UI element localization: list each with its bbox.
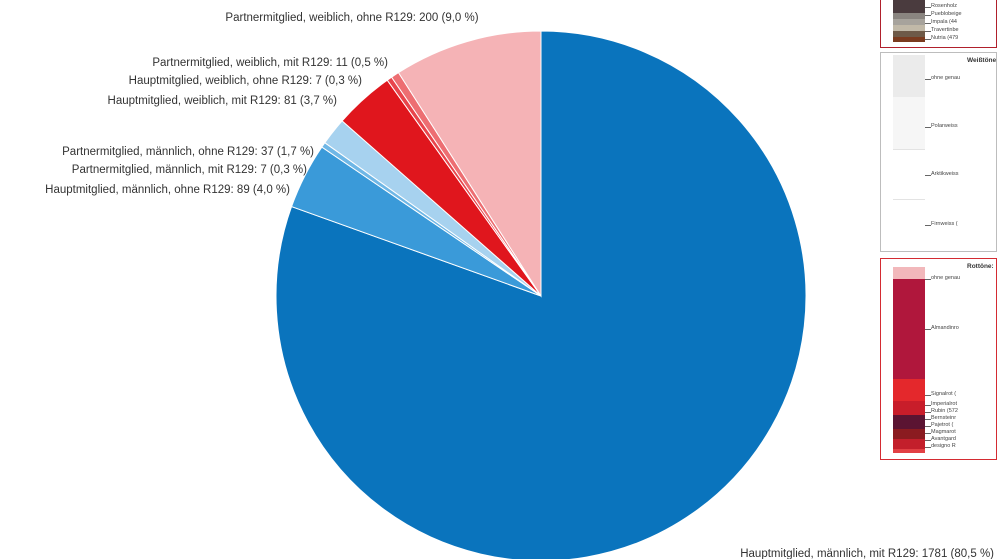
label-partner-w-ohne: Partnermitglied, weiblich, ohne R129: 20… (225, 12, 478, 24)
color-swatch (893, 429, 925, 439)
label-partner-w-mit: Partnermitglied, weiblich, mit R129: 11 … (152, 57, 388, 69)
panel-label: Pajetrot ( (931, 422, 954, 428)
leader-tick (925, 127, 931, 128)
color-swatch (893, 13, 925, 19)
color-swatch (893, 449, 925, 453)
color-swatch (893, 149, 925, 200)
panel-label: Rubin (572 (931, 408, 958, 414)
panel-label: designo R (931, 443, 956, 449)
leader-tick (925, 405, 931, 406)
color-swatch (893, 19, 925, 25)
panel-label: Nutria (479 (931, 35, 959, 41)
leader-tick (925, 15, 931, 16)
label-partner-m-ohne: Partnermitglied, männlich, ohne R129: 37… (62, 146, 314, 158)
panel-label: Impala (44 (931, 19, 957, 25)
label-haupt-w-ohne: Hauptmitglied, weiblich, ohne R129: 7 (0… (129, 75, 362, 87)
panel-label: ohne genau (931, 275, 961, 281)
leader-tick (925, 23, 931, 24)
leader-tick (925, 426, 931, 427)
color-swatch (893, 199, 925, 250)
panel-label: Arktikweiss (931, 171, 959, 177)
leader-tick (925, 329, 931, 330)
color-swatch (893, 379, 925, 401)
panel-title: Rottöne: (967, 263, 994, 270)
panel-label: Travertinbe (931, 27, 959, 33)
color-panel-reds: Rottöne: ohne genau Almandinro Signalrot… (880, 258, 997, 460)
color-swatch (893, 31, 925, 37)
color-panel-whites: Weißtöne ohne genau Polarweiss Arktikwei… (880, 52, 997, 252)
leader-tick (925, 39, 931, 40)
leader-tick (925, 279, 931, 280)
color-panel-browns: Rosenholz Pueblobeige Impala (44 Travert… (880, 0, 997, 48)
color-swatch (893, 415, 925, 429)
color-swatch (893, 37, 925, 42)
leader-tick (925, 175, 931, 176)
color-swatch (893, 401, 925, 415)
panel-label: Bernsteinr (931, 415, 957, 421)
leader-tick (925, 412, 931, 413)
panel-label: Almandinro (931, 325, 959, 331)
color-swatch (893, 97, 925, 149)
color-swatch (893, 55, 925, 97)
panel-label: Firnweiss ( (931, 221, 958, 227)
panel-label: Pueblobeige (931, 11, 962, 17)
panel-label: ohne genau (931, 75, 961, 81)
leader-tick (925, 79, 931, 80)
leader-tick (925, 433, 931, 434)
color-swatch (893, 439, 925, 449)
label-haupt-m-mit: Hauptmitglied, männlich, mit R129: 1781 … (740, 548, 994, 559)
panel-label: Polarweiss (931, 123, 958, 129)
label-haupt-m-ohne: Hauptmitglied, männlich, ohne R129: 89 (… (45, 184, 290, 196)
leader-tick (925, 419, 931, 420)
panel-title: Weißtöne (967, 57, 997, 64)
label-haupt-w-mit: Hauptmitglied, weiblich, mit R129: 81 (3… (108, 95, 338, 107)
panel-label: Magmarot (931, 429, 956, 435)
color-swatch (893, 267, 925, 279)
leader-tick (925, 440, 931, 441)
pie-slices (275, 30, 807, 559)
pie-slice-7 (397, 30, 542, 298)
label-partner-m-mit: Partnermitglied, männlich, mit R129: 7 (… (72, 164, 307, 176)
color-swatch (893, 25, 925, 31)
leader-tick (925, 7, 931, 8)
color-swatch (893, 0, 925, 13)
panel-label: Avantgard (931, 436, 956, 442)
leader-tick (925, 447, 931, 448)
panel-label: Signalrot ( (931, 391, 957, 397)
color-swatch (893, 279, 925, 379)
leader-tick (925, 225, 931, 226)
panel-label: Rosenholz (931, 3, 957, 9)
panel-label: Imperialrot (931, 401, 957, 407)
leader-tick (925, 31, 931, 32)
leader-tick (925, 395, 931, 396)
